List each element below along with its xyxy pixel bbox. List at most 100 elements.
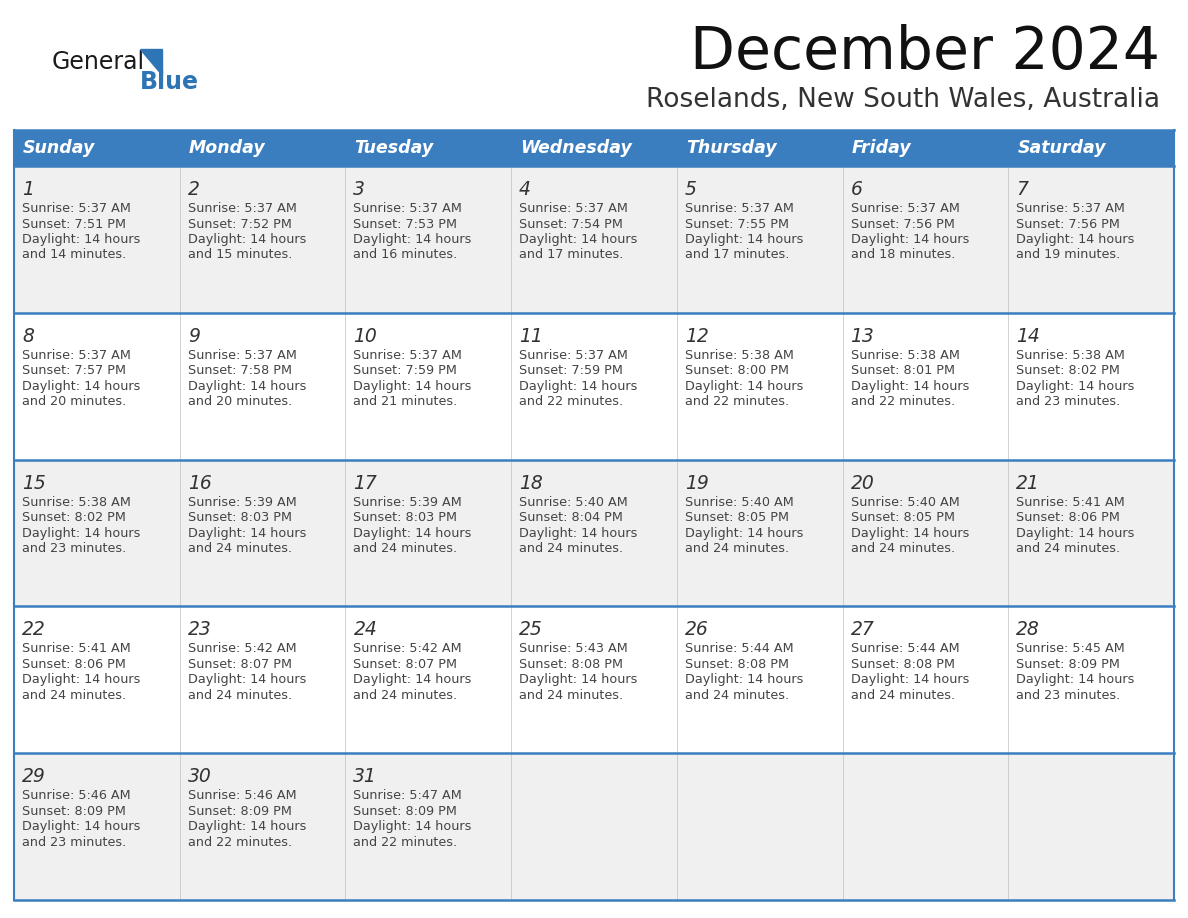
Text: 6: 6 (851, 180, 862, 199)
Text: Sunset: 7:59 PM: Sunset: 7:59 PM (519, 364, 623, 377)
Text: Sunset: 8:04 PM: Sunset: 8:04 PM (519, 511, 623, 524)
Text: Daylight: 14 hours: Daylight: 14 hours (684, 380, 803, 393)
Text: Sunrise: 5:38 AM: Sunrise: 5:38 AM (1016, 349, 1125, 362)
Text: Sunset: 7:58 PM: Sunset: 7:58 PM (188, 364, 292, 377)
Bar (842, 313, 1009, 460)
Bar (179, 460, 346, 607)
Text: Daylight: 14 hours: Daylight: 14 hours (1016, 674, 1135, 687)
Text: 26: 26 (684, 621, 708, 640)
Bar (1009, 313, 1174, 460)
Text: Sunrise: 5:37 AM: Sunrise: 5:37 AM (353, 349, 462, 362)
Text: Daylight: 14 hours: Daylight: 14 hours (188, 820, 307, 834)
Text: and 21 minutes.: and 21 minutes. (353, 396, 457, 409)
Text: 31: 31 (353, 767, 377, 786)
Text: and 24 minutes.: and 24 minutes. (684, 543, 789, 555)
Bar (14, 753, 179, 900)
Text: Sunset: 7:57 PM: Sunset: 7:57 PM (23, 364, 126, 377)
Bar (14, 130, 179, 166)
Text: Daylight: 14 hours: Daylight: 14 hours (684, 527, 803, 540)
Text: Tuesday: Tuesday (354, 139, 434, 157)
Bar (511, 460, 677, 607)
Bar (842, 607, 1009, 753)
Text: Sunrise: 5:39 AM: Sunrise: 5:39 AM (353, 496, 462, 509)
Text: Sunrise: 5:42 AM: Sunrise: 5:42 AM (188, 643, 296, 655)
Text: Sunrise: 5:38 AM: Sunrise: 5:38 AM (23, 496, 131, 509)
Text: 17: 17 (353, 474, 377, 493)
Text: 27: 27 (851, 621, 874, 640)
Text: 4: 4 (519, 180, 531, 199)
Text: Wednesday: Wednesday (520, 139, 632, 157)
Bar (511, 313, 677, 460)
Text: Sunrise: 5:37 AM: Sunrise: 5:37 AM (519, 349, 628, 362)
Text: and 19 minutes.: and 19 minutes. (1016, 249, 1120, 262)
Text: and 23 minutes.: and 23 minutes. (1016, 396, 1120, 409)
Text: Sunset: 7:54 PM: Sunset: 7:54 PM (519, 218, 623, 230)
Text: Sunrise: 5:37 AM: Sunrise: 5:37 AM (188, 349, 297, 362)
Text: Daylight: 14 hours: Daylight: 14 hours (519, 233, 638, 246)
Text: Daylight: 14 hours: Daylight: 14 hours (23, 527, 140, 540)
Text: Daylight: 14 hours: Daylight: 14 hours (1016, 380, 1135, 393)
Text: Sunset: 7:51 PM: Sunset: 7:51 PM (23, 218, 126, 230)
Text: Sunrise: 5:37 AM: Sunrise: 5:37 AM (1016, 202, 1125, 215)
Text: Sunrise: 5:37 AM: Sunrise: 5:37 AM (519, 202, 628, 215)
Text: Sunrise: 5:37 AM: Sunrise: 5:37 AM (23, 349, 131, 362)
Text: Sunrise: 5:40 AM: Sunrise: 5:40 AM (851, 496, 960, 509)
Text: 11: 11 (519, 327, 543, 346)
Text: 20: 20 (851, 474, 874, 493)
Text: Daylight: 14 hours: Daylight: 14 hours (519, 380, 638, 393)
Text: and 24 minutes.: and 24 minutes. (353, 688, 457, 702)
Text: Sunset: 8:06 PM: Sunset: 8:06 PM (1016, 511, 1120, 524)
Text: and 22 minutes.: and 22 minutes. (353, 835, 457, 849)
Text: 18: 18 (519, 474, 543, 493)
Text: Sunrise: 5:41 AM: Sunrise: 5:41 AM (1016, 496, 1125, 509)
Text: and 24 minutes.: and 24 minutes. (188, 543, 292, 555)
Text: Daylight: 14 hours: Daylight: 14 hours (1016, 527, 1135, 540)
Text: Sunrise: 5:44 AM: Sunrise: 5:44 AM (684, 643, 794, 655)
Text: and 24 minutes.: and 24 minutes. (519, 688, 624, 702)
Text: General: General (52, 50, 145, 74)
Text: Sunrise: 5:46 AM: Sunrise: 5:46 AM (23, 789, 131, 802)
Text: 13: 13 (851, 327, 874, 346)
Text: 8: 8 (23, 327, 34, 346)
Text: and 24 minutes.: and 24 minutes. (188, 688, 292, 702)
Text: Sunset: 8:08 PM: Sunset: 8:08 PM (684, 658, 789, 671)
Text: Daylight: 14 hours: Daylight: 14 hours (519, 527, 638, 540)
Bar (511, 166, 677, 313)
Text: Roselands, New South Wales, Australia: Roselands, New South Wales, Australia (646, 87, 1159, 113)
Text: Sunset: 8:02 PM: Sunset: 8:02 PM (1016, 364, 1120, 377)
Text: Sunset: 8:08 PM: Sunset: 8:08 PM (851, 658, 955, 671)
Text: 14: 14 (1016, 327, 1040, 346)
Text: 15: 15 (23, 474, 46, 493)
Text: Sunset: 8:07 PM: Sunset: 8:07 PM (188, 658, 292, 671)
Bar (842, 460, 1009, 607)
Text: Sunrise: 5:45 AM: Sunrise: 5:45 AM (1016, 643, 1125, 655)
Text: 23: 23 (188, 621, 211, 640)
Bar (179, 166, 346, 313)
Bar (14, 460, 179, 607)
Text: 7: 7 (1016, 180, 1028, 199)
Text: Sunset: 8:05 PM: Sunset: 8:05 PM (851, 511, 955, 524)
Text: Sunrise: 5:38 AM: Sunrise: 5:38 AM (684, 349, 794, 362)
Text: 12: 12 (684, 327, 708, 346)
Text: Sunset: 8:02 PM: Sunset: 8:02 PM (23, 511, 126, 524)
Text: and 22 minutes.: and 22 minutes. (519, 396, 624, 409)
Text: Daylight: 14 hours: Daylight: 14 hours (851, 233, 969, 246)
Text: Sunrise: 5:38 AM: Sunrise: 5:38 AM (851, 349, 960, 362)
Bar (677, 313, 842, 460)
Text: and 16 minutes.: and 16 minutes. (353, 249, 457, 262)
Text: Daylight: 14 hours: Daylight: 14 hours (353, 674, 472, 687)
Text: Sunset: 7:55 PM: Sunset: 7:55 PM (684, 218, 789, 230)
Bar (14, 607, 179, 753)
Text: and 18 minutes.: and 18 minutes. (851, 249, 955, 262)
Text: Sunset: 8:07 PM: Sunset: 8:07 PM (353, 658, 457, 671)
Bar (1009, 166, 1174, 313)
Text: and 24 minutes.: and 24 minutes. (353, 543, 457, 555)
Text: Sunrise: 5:39 AM: Sunrise: 5:39 AM (188, 496, 297, 509)
Text: and 15 minutes.: and 15 minutes. (188, 249, 292, 262)
Text: 21: 21 (1016, 474, 1040, 493)
Bar (346, 460, 511, 607)
Text: Daylight: 14 hours: Daylight: 14 hours (23, 820, 140, 834)
Text: and 22 minutes.: and 22 minutes. (684, 396, 789, 409)
Text: Daylight: 14 hours: Daylight: 14 hours (353, 527, 472, 540)
Bar (179, 313, 346, 460)
